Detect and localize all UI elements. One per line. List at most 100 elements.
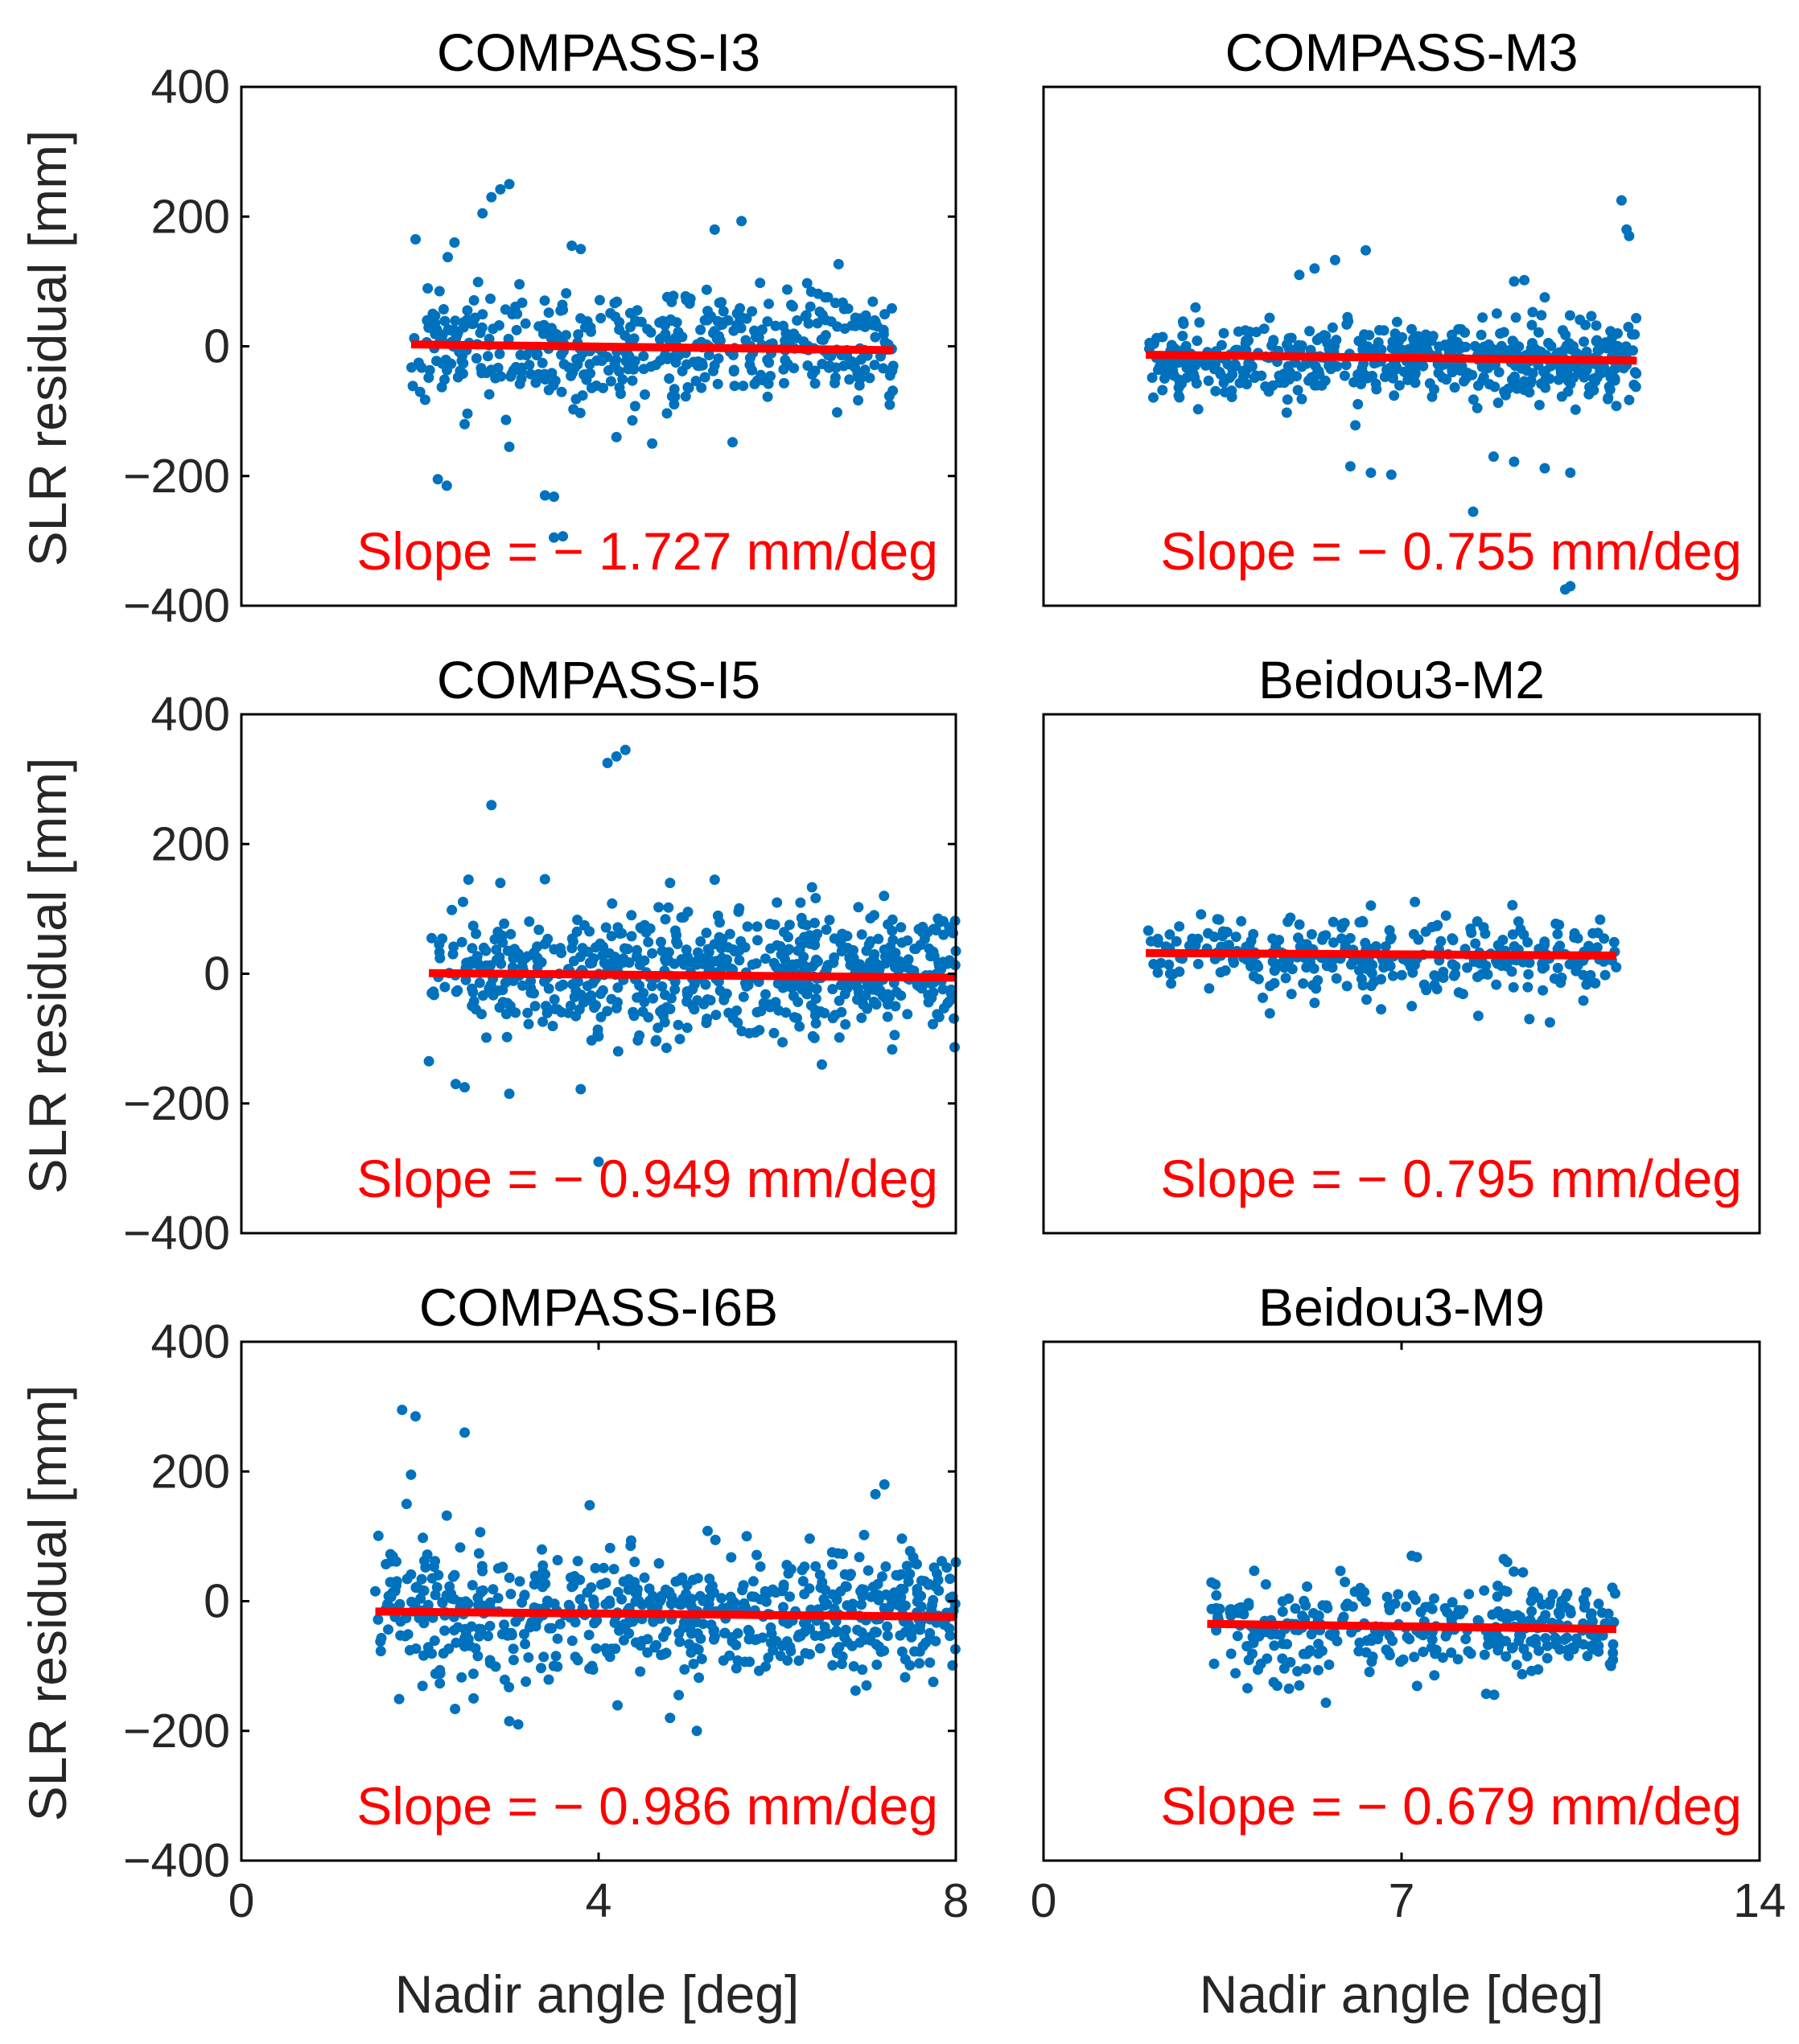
data-point [612, 1700, 623, 1711]
data-point [809, 378, 821, 389]
data-point [1191, 378, 1202, 389]
panel-title: Beidou3-M9 [1258, 1277, 1545, 1337]
data-point [1225, 1610, 1237, 1621]
data-point [910, 1558, 921, 1569]
data-point [1381, 1644, 1392, 1655]
data-point [801, 919, 813, 931]
data-point [1386, 343, 1398, 354]
data-point [411, 1581, 422, 1593]
data-point [1482, 969, 1493, 980]
data-point [891, 1569, 902, 1581]
data-point [1192, 404, 1204, 415]
data-point [797, 1576, 809, 1587]
data-point [683, 382, 694, 393]
y-tick-label: 0 [204, 948, 230, 1001]
data-point-outlier [1509, 456, 1520, 467]
data-point [810, 893, 821, 903]
data-point [484, 1620, 496, 1631]
data-point [1492, 397, 1504, 409]
data-point-outlier [1309, 263, 1320, 274]
data-point [797, 1565, 808, 1576]
data-point [778, 320, 788, 331]
data-point [574, 352, 586, 364]
data-point [1591, 320, 1602, 331]
data-point [1266, 340, 1278, 352]
data-point [760, 1661, 772, 1672]
data-point [496, 958, 507, 969]
data-point [795, 897, 806, 908]
data-point [1418, 360, 1429, 372]
data-point [514, 278, 525, 290]
data-point [872, 985, 883, 997]
xlabel-left: Nadir angle [deg] [395, 1964, 800, 2024]
data-point [1166, 978, 1177, 989]
data-point [685, 1647, 697, 1658]
data-point-outlier [1406, 1001, 1418, 1012]
data-point [648, 993, 659, 1004]
scatter-points [370, 1404, 961, 1737]
data-point [839, 323, 850, 334]
data-point [605, 376, 616, 387]
data-point [502, 945, 513, 956]
data-point [580, 322, 591, 333]
data-point [478, 942, 489, 953]
data-point [824, 915, 835, 926]
data-point [1507, 929, 1518, 940]
data-point [853, 902, 864, 913]
data-point [1283, 956, 1295, 967]
data-point [703, 350, 714, 360]
data-point [537, 357, 548, 368]
data-point [1453, 1605, 1464, 1616]
data-point [506, 1627, 517, 1639]
y-tick-label: −200 [123, 1705, 230, 1758]
data-point [619, 1618, 630, 1630]
data-point [430, 1556, 441, 1567]
data-point [887, 1044, 898, 1055]
data-point [603, 948, 615, 959]
data-point [1410, 1594, 1421, 1606]
data-point [1192, 335, 1203, 347]
data-point [895, 922, 907, 933]
data-point [476, 322, 488, 333]
data-point [749, 378, 760, 389]
data-point [1225, 1648, 1237, 1659]
data-point [1519, 385, 1529, 396]
data-point-outlier [620, 744, 631, 755]
data-point [1313, 1610, 1324, 1621]
data-point-outlier [727, 437, 738, 448]
data-point [1539, 292, 1550, 303]
data-point [1404, 1634, 1415, 1645]
data-point [471, 353, 482, 364]
data-point [611, 1002, 622, 1014]
data-point [1174, 921, 1185, 932]
data-point [1465, 923, 1476, 934]
data-point [645, 327, 657, 338]
data-point [1491, 308, 1502, 319]
data-point [1536, 310, 1547, 321]
data-point [524, 916, 535, 927]
data-point [628, 364, 639, 375]
data-point [447, 904, 458, 915]
data-point [763, 1652, 774, 1664]
data-point [800, 311, 811, 322]
data-point [1332, 1635, 1343, 1647]
data-point [804, 1583, 815, 1594]
data-point [1336, 933, 1347, 944]
data-point-outlier [1611, 401, 1622, 412]
data-point [856, 1599, 867, 1610]
data-point [1581, 346, 1592, 357]
data-point [800, 1647, 811, 1659]
data-point [857, 1590, 868, 1602]
data-point [684, 1639, 694, 1650]
data-point [718, 994, 730, 1006]
data-point [1477, 312, 1488, 323]
data-point [625, 1540, 636, 1552]
data-point [1366, 1656, 1377, 1668]
data-point [1241, 335, 1252, 346]
data-point [682, 1598, 694, 1609]
data-point [901, 1561, 912, 1572]
data-point [681, 944, 692, 956]
data-point [636, 923, 647, 934]
data-point [1583, 389, 1595, 400]
data-point [722, 942, 734, 953]
